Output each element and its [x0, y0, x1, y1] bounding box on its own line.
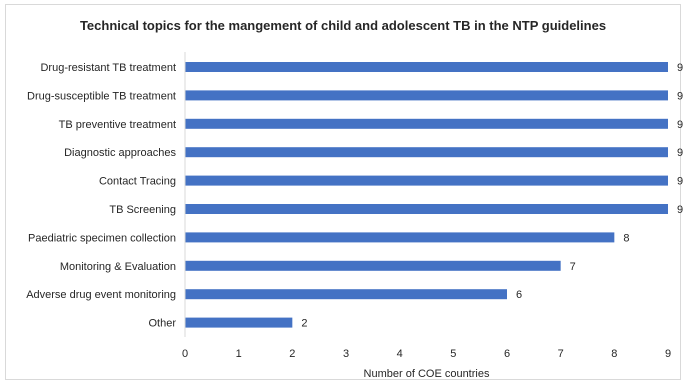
- x-tick-label: 8: [611, 348, 617, 360]
- category-label: Contact Tracing: [99, 176, 176, 188]
- category-label: Paediatric specimen collection: [28, 232, 176, 244]
- bar: [185, 204, 668, 214]
- category-label: Adverse drug event monitoring: [26, 289, 176, 301]
- x-axis-title: Number of COE countries: [364, 368, 490, 380]
- category-label: Other: [148, 318, 176, 330]
- category-label: TB preventive treatment: [59, 119, 176, 131]
- x-tick-label: 1: [236, 348, 242, 360]
- x-tick-label: 3: [343, 348, 349, 360]
- bar: [185, 317, 293, 328]
- bar: [185, 260, 561, 271]
- category-label: TB Screening: [109, 204, 176, 216]
- data-label: 8: [623, 232, 629, 244]
- category-label: Monitoring & Evaluation: [60, 261, 176, 273]
- bar: [185, 118, 668, 129]
- data-label: 9: [677, 90, 683, 102]
- category-label: Drug-resistant TB treatment: [40, 62, 176, 74]
- data-label: 9: [677, 62, 683, 74]
- x-tick-label: 5: [450, 348, 456, 360]
- data-label: 9: [677, 119, 683, 131]
- bar: [185, 147, 668, 158]
- data-label: 6: [516, 289, 522, 301]
- category-labels-group: Drug-resistant TB treatment Drug-suscepti…: [26, 62, 176, 330]
- x-tick-label: 0: [182, 348, 188, 360]
- data-label: 9: [677, 204, 683, 216]
- bar: [185, 289, 507, 300]
- data-label: 9: [677, 176, 683, 188]
- bar: [185, 175, 668, 186]
- bar: [185, 232, 615, 243]
- x-tick-labels-group: 0 1 2 3 4 5 6 7 8 9: [182, 348, 671, 360]
- bars-group: [185, 62, 668, 328]
- data-labels-group: 9 9 9 9 9 9 8 7 6 2: [301, 62, 683, 330]
- x-tick-label: 6: [504, 348, 510, 360]
- data-label: 7: [570, 261, 576, 273]
- bar: [185, 90, 668, 101]
- category-label: Drug-susceptible TB treatment: [27, 90, 176, 102]
- chart-title: Technical topics for the mangement of ch…: [79, 18, 607, 33]
- x-tick-label: 4: [397, 348, 403, 360]
- bar: [185, 62, 668, 72]
- x-tick-label: 7: [558, 348, 564, 360]
- data-label: 9: [677, 147, 683, 159]
- data-label: 2: [301, 318, 307, 330]
- category-label: Diagnostic approaches: [64, 147, 176, 159]
- x-tick-label: 9: [665, 348, 671, 360]
- x-tick-label: 2: [289, 348, 295, 360]
